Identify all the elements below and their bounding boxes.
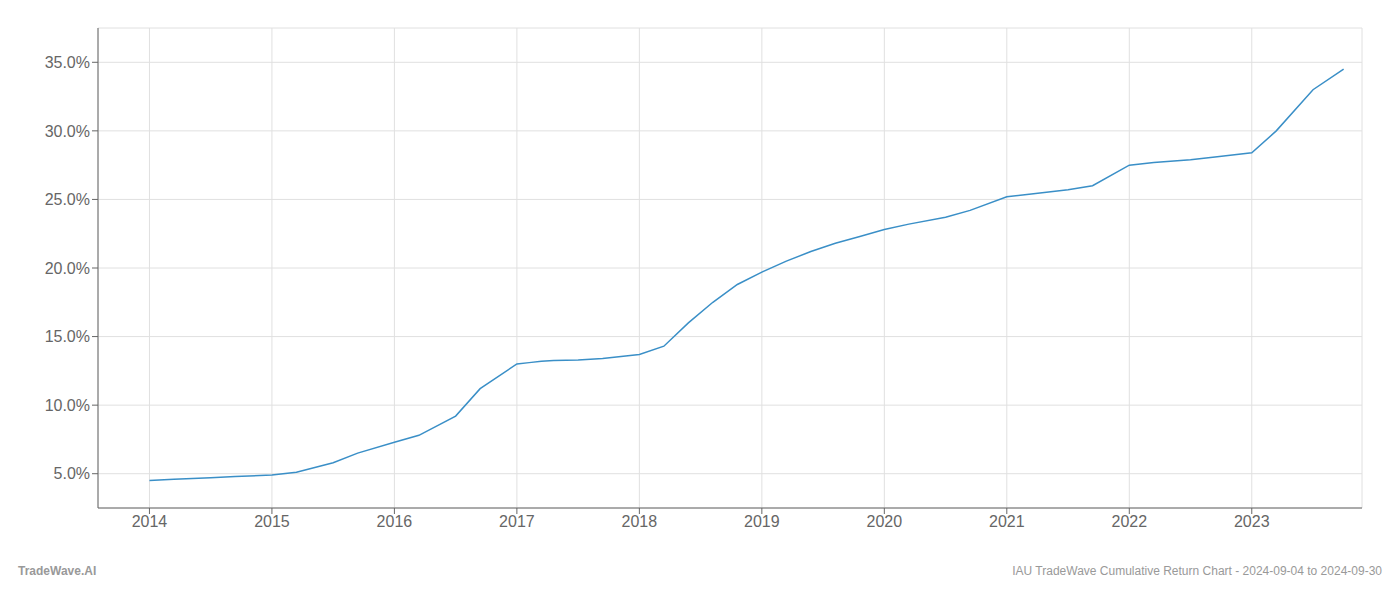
svg-text:2014: 2014 bbox=[132, 513, 168, 530]
svg-text:5.0%: 5.0% bbox=[54, 465, 90, 482]
svg-text:30.0%: 30.0% bbox=[45, 123, 90, 140]
svg-text:15.0%: 15.0% bbox=[45, 328, 90, 345]
svg-text:2021: 2021 bbox=[989, 513, 1025, 530]
svg-text:10.0%: 10.0% bbox=[45, 397, 90, 414]
svg-text:2022: 2022 bbox=[1111, 513, 1147, 530]
svg-text:25.0%: 25.0% bbox=[45, 191, 90, 208]
html-text:IAU TradeWave Cumulative Retur: IAU TradeWave Cumulative Return Chart - … bbox=[1012, 564, 1382, 578]
svg-text:2018: 2018 bbox=[622, 513, 658, 530]
svg-text:2020: 2020 bbox=[867, 513, 903, 530]
svg-text:20.0%: 20.0% bbox=[45, 260, 90, 277]
html-text:TradeWave.AI: TradeWave.AI bbox=[18, 564, 97, 578]
svg-text:2016: 2016 bbox=[377, 513, 413, 530]
svg-text:2023: 2023 bbox=[1234, 513, 1270, 530]
svg-text:2017: 2017 bbox=[499, 513, 535, 530]
svg-text:35.0%: 35.0% bbox=[45, 54, 90, 71]
svg-text:2015: 2015 bbox=[254, 513, 290, 530]
svg-text:2019: 2019 bbox=[744, 513, 780, 530]
